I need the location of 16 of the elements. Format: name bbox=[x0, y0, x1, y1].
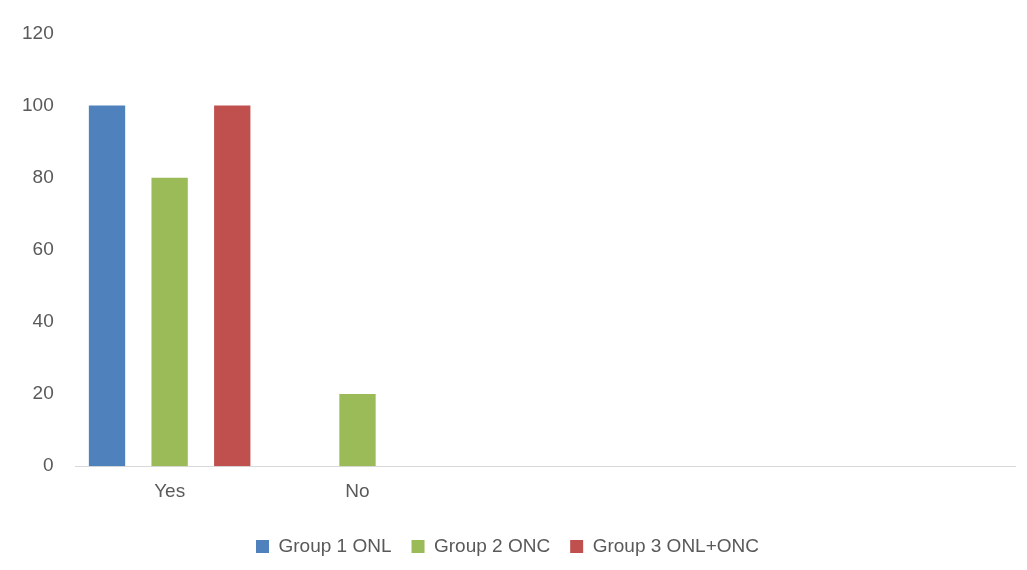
bar bbox=[339, 394, 376, 467]
legend-label: Group 1 ONL bbox=[278, 534, 392, 556]
y-tick-label: 120 bbox=[22, 21, 54, 43]
y-tick-label: 100 bbox=[22, 93, 54, 115]
y-tick-label: 60 bbox=[32, 238, 54, 260]
y-tick-label: 0 bbox=[43, 454, 54, 476]
x-tick-label: Yes bbox=[154, 479, 186, 501]
y-tick-label: 80 bbox=[32, 165, 54, 187]
legend-label: Group 2 ONC bbox=[434, 534, 551, 556]
y-tick-label: 40 bbox=[32, 310, 54, 332]
bar bbox=[151, 177, 188, 467]
bar bbox=[214, 105, 251, 467]
y-tick-label: 20 bbox=[32, 382, 54, 404]
x-tick-label: No bbox=[345, 479, 370, 501]
legend-label: Group 3 ONL+ONC bbox=[592, 534, 759, 556]
bar bbox=[88, 105, 126, 467]
